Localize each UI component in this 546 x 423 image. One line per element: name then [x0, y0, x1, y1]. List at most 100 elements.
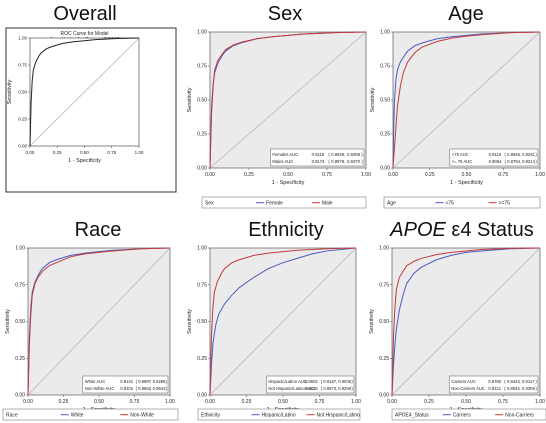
x-tick-label: 0.75	[315, 399, 325, 405]
y-tick-label: 0.00	[380, 166, 390, 172]
y-axis-label: Sensitivity	[5, 309, 11, 334]
x-tick-label: 0.00	[26, 150, 35, 155]
auc-row-ci: (	[321, 379, 323, 384]
y-tick-label: 0.75	[379, 282, 389, 288]
auc-row-ci-low: 0.8978	[331, 159, 344, 164]
x-tick-label: 0.75	[107, 150, 116, 155]
y-tick-label: 0.75	[15, 282, 25, 288]
auc-row-ci: )	[165, 379, 167, 384]
overall-inner-title: ROC Curve for Model	[60, 31, 108, 37]
panel-title-ethnicity: Ethnicity	[248, 219, 324, 241]
auc-row-ci-high: 0.9291	[522, 152, 535, 157]
roc-curve-non-white	[27, 247, 171, 396]
auc-row-ci-high: 0.9543	[153, 386, 166, 391]
auc-row-value: 0.9136	[305, 386, 318, 391]
auc-table	[449, 148, 539, 167]
auc-row-ci-low: 0.8946	[507, 152, 520, 157]
auc-row-ci: )	[165, 386, 167, 391]
auc-row-ci: (	[328, 152, 330, 157]
y-tick-label: 0.00	[197, 166, 207, 172]
auc-row-ci-high: 0.9308	[347, 152, 360, 157]
y-tick-label: 0.25	[197, 132, 207, 138]
auc-row-label: <75 AUC	[452, 152, 469, 157]
x-axis-label: 1 - Specificity	[68, 158, 101, 164]
x-tick-label: 1.00	[351, 399, 361, 405]
x-tick-label: 0.25	[424, 399, 434, 405]
legend-label: Hispanic/Latino	[261, 412, 295, 418]
auc-row-ci-low: 0.8973	[323, 386, 336, 391]
auc-row-ci-low: 0.8794	[507, 159, 520, 164]
roc-curve-not-hispanic-latino	[209, 247, 357, 396]
auc-row-value: 0.9054	[489, 159, 502, 164]
panel-title-overall: Overall	[53, 3, 117, 25]
roc-curve--75	[392, 31, 541, 169]
auc-row-label: Females AUC	[272, 152, 298, 157]
auc-row-ci-high: 0.9314	[522, 159, 535, 164]
x-tick-label: 0.75	[130, 399, 140, 405]
x-tick-label: 0.50	[278, 399, 288, 405]
auc-row-label: Not Hispanic/Latino AUC	[268, 386, 314, 391]
auc-row-label: Males AUC	[272, 159, 293, 164]
y-tick-label: 0.00	[15, 393, 25, 399]
y-axis-label: Sensitivity	[187, 87, 193, 112]
x-tick-label: 0.25	[244, 172, 254, 178]
roc-panel-ethnicity: 0.00 0.25 0.50 0.75 1.00 0.00 0.25 0.50 0.75 1.00…	[187, 246, 361, 421]
auc-row-ci: (	[328, 159, 330, 164]
auc-row-label: Non-Carriers AUC	[451, 386, 485, 391]
x-tick-label: 0.50	[283, 172, 293, 178]
roc-panel-age: 0.00 0.25 0.50 0.75 1.00 0.00 0.25 0.50 0.75 1.00…	[370, 30, 545, 209]
y-tick-label: 0.50	[379, 319, 389, 325]
auc-row-ci: ,	[150, 386, 151, 391]
y-tick-label: 0.25	[15, 356, 25, 362]
chance-diagonal	[29, 37, 140, 147]
legend-label: >=75	[499, 200, 511, 206]
legend-title: Age	[387, 200, 396, 206]
auc-row-label: Hispanic/Latino AUC	[268, 379, 306, 384]
legend-label: Female	[266, 200, 283, 206]
auc-row-ci-low: 0.8443	[507, 379, 520, 384]
roc-panel-overall: ROC Curve for ModelArea Under the Curve …	[5, 27, 177, 193]
auc-row-value: 0.9118	[312, 152, 325, 157]
legend-label: Not Hispanic/Latino	[317, 412, 361, 418]
chance-diagonal	[27, 247, 171, 396]
chance-diagonal	[392, 31, 541, 169]
x-tick-label: 0.25	[59, 399, 69, 405]
auc-row-ci: ,	[336, 379, 337, 384]
auc-row-value: 0.9121	[488, 386, 501, 391]
roc-curve-non-carriers	[391, 247, 541, 396]
auc-row-ci: (	[504, 152, 506, 157]
y-tick-label: 0.00	[18, 144, 27, 149]
x-tick-label: 1.00	[361, 172, 371, 178]
auc-row-ci: (	[504, 386, 506, 391]
auc-row-ci: )	[535, 159, 537, 164]
auc-row-ci-low: 0.8662	[138, 386, 151, 391]
y-tick-label: 1.00	[379, 246, 389, 252]
x-tick-label: 0.00	[205, 399, 215, 405]
legend-title: Ethnicity	[201, 412, 220, 418]
y-tick-label: 0.00	[379, 393, 389, 399]
auc-row-value: 0.9141	[120, 379, 133, 384]
panel-title-apoe-rest: ε4 Status	[445, 219, 534, 241]
x-axis-label: 1 - Specificity	[272, 180, 305, 186]
x-tick-label: 0.75	[322, 172, 332, 178]
y-tick-label: 1.00	[197, 30, 207, 36]
y-tick-label: 0.50	[15, 319, 25, 325]
auc-row-ci: )	[535, 386, 537, 391]
y-axis-label: Sensitivity	[369, 309, 375, 334]
y-axis-label: Sensitivity	[187, 309, 193, 334]
auc-row-ci-low: 0.8928	[331, 152, 344, 157]
chance-diagonal	[209, 247, 357, 396]
y-tick-label: 0.50	[18, 90, 27, 95]
y-tick-label: 0.25	[197, 356, 207, 362]
x-tick-label: 0.50	[461, 399, 471, 405]
y-axis-label: Sensitivity	[370, 87, 376, 112]
auc-row-ci-high: 0.9286	[153, 379, 166, 384]
auc-row-ci-high: 0.9299	[338, 386, 351, 391]
auc-table	[270, 148, 365, 167]
auc-row-ci-low: 0.8167	[323, 379, 336, 384]
chance-diagonal	[391, 247, 541, 396]
x-tick-label: 0.50	[462, 172, 472, 178]
panel-title-race: Race	[74, 219, 122, 241]
x-tick-label: 1.00	[165, 399, 175, 405]
